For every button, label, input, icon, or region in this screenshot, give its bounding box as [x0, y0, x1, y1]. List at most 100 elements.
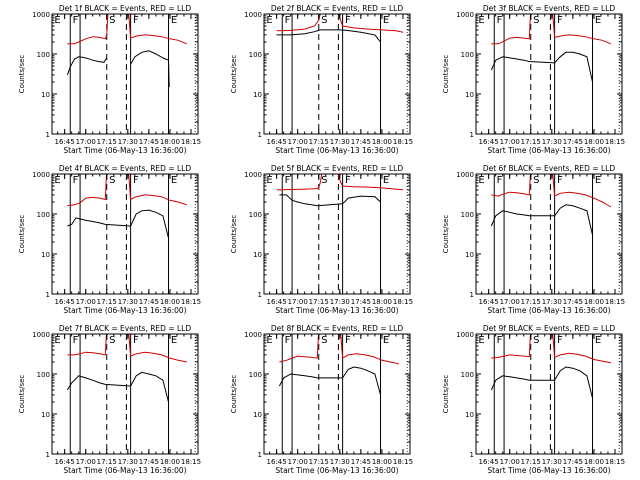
- phase-marker-label: F: [345, 15, 351, 26]
- subplot-3: Det 3f BLACK = Events, RED = LLD E F S F E 1 10…: [442, 4, 625, 155]
- phase-marker-label: E: [266, 175, 272, 186]
- x-tick-label: 17:30: [330, 298, 350, 306]
- x-tick-label: 17:00: [288, 458, 308, 466]
- x-tick-label: 18:00: [372, 138, 392, 146]
- y-tick-label: 1: [258, 131, 262, 139]
- y-axis-label: Counts/sec: [230, 215, 238, 254]
- x-tick-label: 17:15: [309, 458, 329, 466]
- x-tick-label: 17:45: [563, 458, 583, 466]
- y-axis-label: Counts/sec: [442, 55, 450, 94]
- x-tick-label: 17:45: [351, 138, 371, 146]
- x-axis-label: Start Time (06-May-13 16:36:00): [487, 306, 610, 315]
- y-tick-label: 1000: [456, 171, 474, 179]
- x-tick-label: 17:00: [500, 138, 520, 146]
- x-tick-label: 16:45: [55, 458, 75, 466]
- phase-marker-label: S: [533, 15, 539, 26]
- phase-marker-label: E: [478, 15, 484, 26]
- subplot-title: Det 4f BLACK = Events, RED = LLD: [59, 164, 192, 173]
- series-line-lld: [67, 174, 187, 207]
- phase-marker-label: S: [533, 335, 539, 346]
- y-tick-label: 1000: [244, 331, 262, 339]
- x-tick-label: 18:00: [160, 138, 180, 146]
- phase-marker-label: E: [383, 335, 389, 346]
- y-tick-label: 1000: [456, 11, 474, 19]
- series-line-events: [66, 50, 170, 88]
- x-tick-label: 17:45: [139, 138, 159, 146]
- x-axis-label: Start Time (06-May-13 16:36:00): [63, 306, 186, 315]
- x-tick-label: 18:15: [181, 298, 201, 306]
- x-tick-label: 17:30: [330, 138, 350, 146]
- phase-marker-label: F: [557, 175, 563, 186]
- subplot-2: Det 2f BLACK = Events, RED = LLD E F S F E 1 10…: [230, 4, 413, 155]
- y-tick-label: 1: [258, 451, 262, 459]
- phase-marker-label: E: [54, 335, 60, 346]
- series-line-events: [276, 29, 381, 43]
- y-tick-label: 10: [41, 411, 50, 419]
- phase-marker-label: F: [73, 15, 79, 26]
- x-tick-label: 18:15: [181, 458, 201, 466]
- phase-marker-label: E: [478, 175, 484, 186]
- phase-marker-label: F: [285, 175, 291, 186]
- phase-marker-label: F: [285, 15, 291, 26]
- subplot-title: Det 1f BLACK = Events, RED = LLD: [59, 4, 192, 13]
- x-tick-label: 18:00: [160, 298, 180, 306]
- x-tick-label: 16:45: [267, 138, 287, 146]
- x-tick-label: 17:45: [563, 138, 583, 146]
- x-tick-label: 17:30: [542, 298, 562, 306]
- series-line-events: [279, 194, 381, 207]
- series-line-lld: [276, 174, 404, 191]
- subplot-title: Det 9f BLACK = Events, RED = LLD: [483, 324, 616, 333]
- x-tick-label: 17:30: [118, 138, 138, 146]
- x-tick-label: 17:45: [351, 298, 371, 306]
- phase-marker-label: F: [73, 335, 79, 346]
- x-tick-label: 17:15: [97, 298, 117, 306]
- y-tick-label: 1: [46, 291, 50, 299]
- plot-frame: [51, 13, 199, 135]
- phase-marker-label: F: [497, 175, 503, 186]
- series-line-events: [490, 51, 593, 83]
- x-tick-label: 18:15: [393, 458, 413, 466]
- x-tick-label: 18:15: [393, 298, 413, 306]
- series-line-lld: [491, 334, 611, 364]
- plot-frame: [263, 13, 411, 135]
- y-axis-label: Counts/sec: [18, 55, 26, 94]
- subplot-title: Det 7f BLACK = Events, RED = LLD: [59, 324, 192, 333]
- x-tick-label: 18:00: [584, 298, 604, 306]
- phase-marker-label: F: [345, 175, 351, 186]
- x-tick-label: 17:00: [500, 298, 520, 306]
- x-tick-label: 17:00: [76, 458, 96, 466]
- phase-marker-label: F: [133, 15, 139, 26]
- x-tick-label: 17:30: [542, 458, 562, 466]
- x-tick-label: 18:15: [605, 458, 625, 466]
- phase-marker-label: E: [171, 175, 177, 186]
- phase-marker-label: S: [321, 15, 327, 26]
- y-tick-label: 1: [470, 131, 474, 139]
- y-tick-label: 10: [41, 91, 50, 99]
- phase-marker-label: F: [557, 335, 563, 346]
- series-line-events: [490, 204, 593, 236]
- x-tick-label: 16:45: [55, 138, 75, 146]
- x-tick-label: 16:45: [267, 298, 287, 306]
- x-tick-label: 17:45: [139, 298, 159, 306]
- y-tick-label: 1000: [32, 331, 50, 339]
- phase-marker-label: F: [497, 15, 503, 26]
- x-tick-label: 17:15: [309, 298, 329, 306]
- x-tick-label: 17:30: [330, 458, 350, 466]
- y-tick-label: 1000: [32, 11, 50, 19]
- x-tick-label: 17:00: [288, 298, 308, 306]
- x-axis-label: Start Time (06-May-13 16:36:00): [275, 306, 398, 315]
- x-tick-label: 17:15: [521, 298, 541, 306]
- y-tick-label: 1000: [244, 171, 262, 179]
- x-tick-label: 18:00: [372, 458, 392, 466]
- subplot-4: Det 4f BLACK = Events, RED = LLD E F S F E 1 10…: [18, 164, 201, 315]
- phase-marker-label: F: [133, 175, 139, 186]
- x-axis-label: Start Time (06-May-13 16:36:00): [487, 146, 610, 155]
- x-tick-label: 17:30: [542, 138, 562, 146]
- phase-marker-label: E: [171, 335, 177, 346]
- y-axis-label: Counts/sec: [18, 375, 26, 414]
- plot-frame: [475, 13, 623, 135]
- phase-marker-label: S: [109, 335, 115, 346]
- phase-marker-label: S: [533, 175, 539, 186]
- y-tick-label: 100: [461, 371, 474, 379]
- x-tick-label: 17:45: [351, 458, 371, 466]
